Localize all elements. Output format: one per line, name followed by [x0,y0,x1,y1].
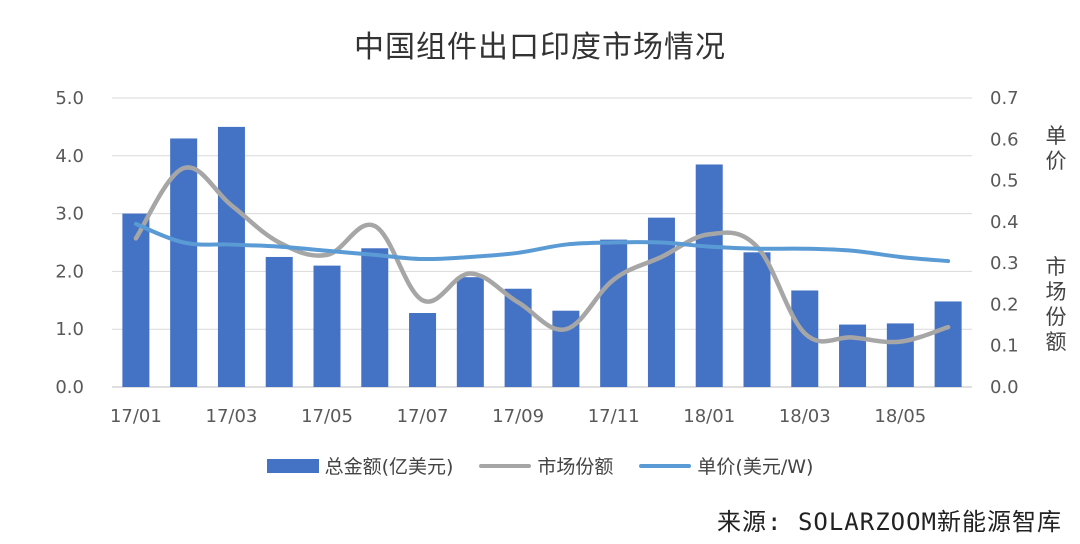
right-axis-label-share: 市 场 份 额 [1043,255,1069,355]
right-tick-label: 0.4 [990,212,1019,233]
legend-label-price: 单价(美元/W) [697,456,814,478]
bar [409,313,437,387]
right-tick-label: 0.3 [990,253,1019,274]
right-axis-label-share-text: 市 场 份 额 [1045,255,1067,354]
x-tick-label: 18/03 [779,406,831,427]
source-note: 来源: SOLARZOOM新能源智库 [717,508,1062,536]
right-tick-label: 0.6 [990,129,1019,150]
unit-price-line [133,221,951,264]
left-tick-label: 1.0 [55,319,84,340]
chart-legend: 总金额(亿美元) 市场份额 单价(美元/W) [0,452,1080,479]
bar [695,164,723,387]
bar [743,252,771,387]
right-tick-label: 0.2 [990,294,1019,315]
x-tick-label: 17/01 [110,406,162,427]
left-tick-label: 0.0 [55,377,84,398]
left-tick-label: 2.0 [55,261,84,282]
bar [122,213,150,387]
legend-item-price: 单价(美元/W) [639,452,813,479]
left-tick-label: 4.0 [55,146,84,167]
right-tick-label: 0.0 [990,377,1019,398]
legend-swatch-amount [266,458,319,473]
right-tick-label: 0.1 [990,336,1019,357]
bar [313,265,341,387]
x-tick-label: 17/09 [492,406,544,427]
x-tick-label: 17/11 [588,406,640,427]
bar [170,138,198,387]
bar [934,301,962,387]
x-tick-label: 17/05 [301,406,353,427]
right-axis-label-price-text: 单 价 [1045,124,1067,173]
x-tick-label: 18/05 [874,406,926,427]
left-tick-label: 5.0 [55,88,84,109]
chart-title: 中国组件出口印度市场情况 [354,30,726,65]
bar [647,217,675,387]
x-tick-label: 17/03 [206,406,258,427]
legend-label-share: 市场份额 [537,456,614,478]
bar [886,323,914,387]
legend-item-share: 市场份额 [479,452,613,479]
right-tick-label: 0.5 [990,171,1019,192]
bar [361,248,389,387]
bar [504,288,532,387]
x-tick-label: 18/01 [683,406,735,427]
x-tick-label: 17/07 [397,406,449,427]
legend-swatch-share [479,463,532,468]
bar [600,239,628,387]
bar [456,277,484,387]
left-tick-label: 3.0 [55,204,84,225]
legend-swatch-price [639,463,692,468]
bar [265,256,293,387]
bar [839,324,867,387]
legend-label-amount: 总金额(亿美元) [324,456,454,478]
bar [217,126,245,388]
legend-item-amount: 总金额(亿美元) [266,452,454,479]
right-tick-label: 0.7 [990,88,1019,109]
right-axis-label-price: 单 价 [1043,124,1069,174]
market-share-line [133,165,951,345]
